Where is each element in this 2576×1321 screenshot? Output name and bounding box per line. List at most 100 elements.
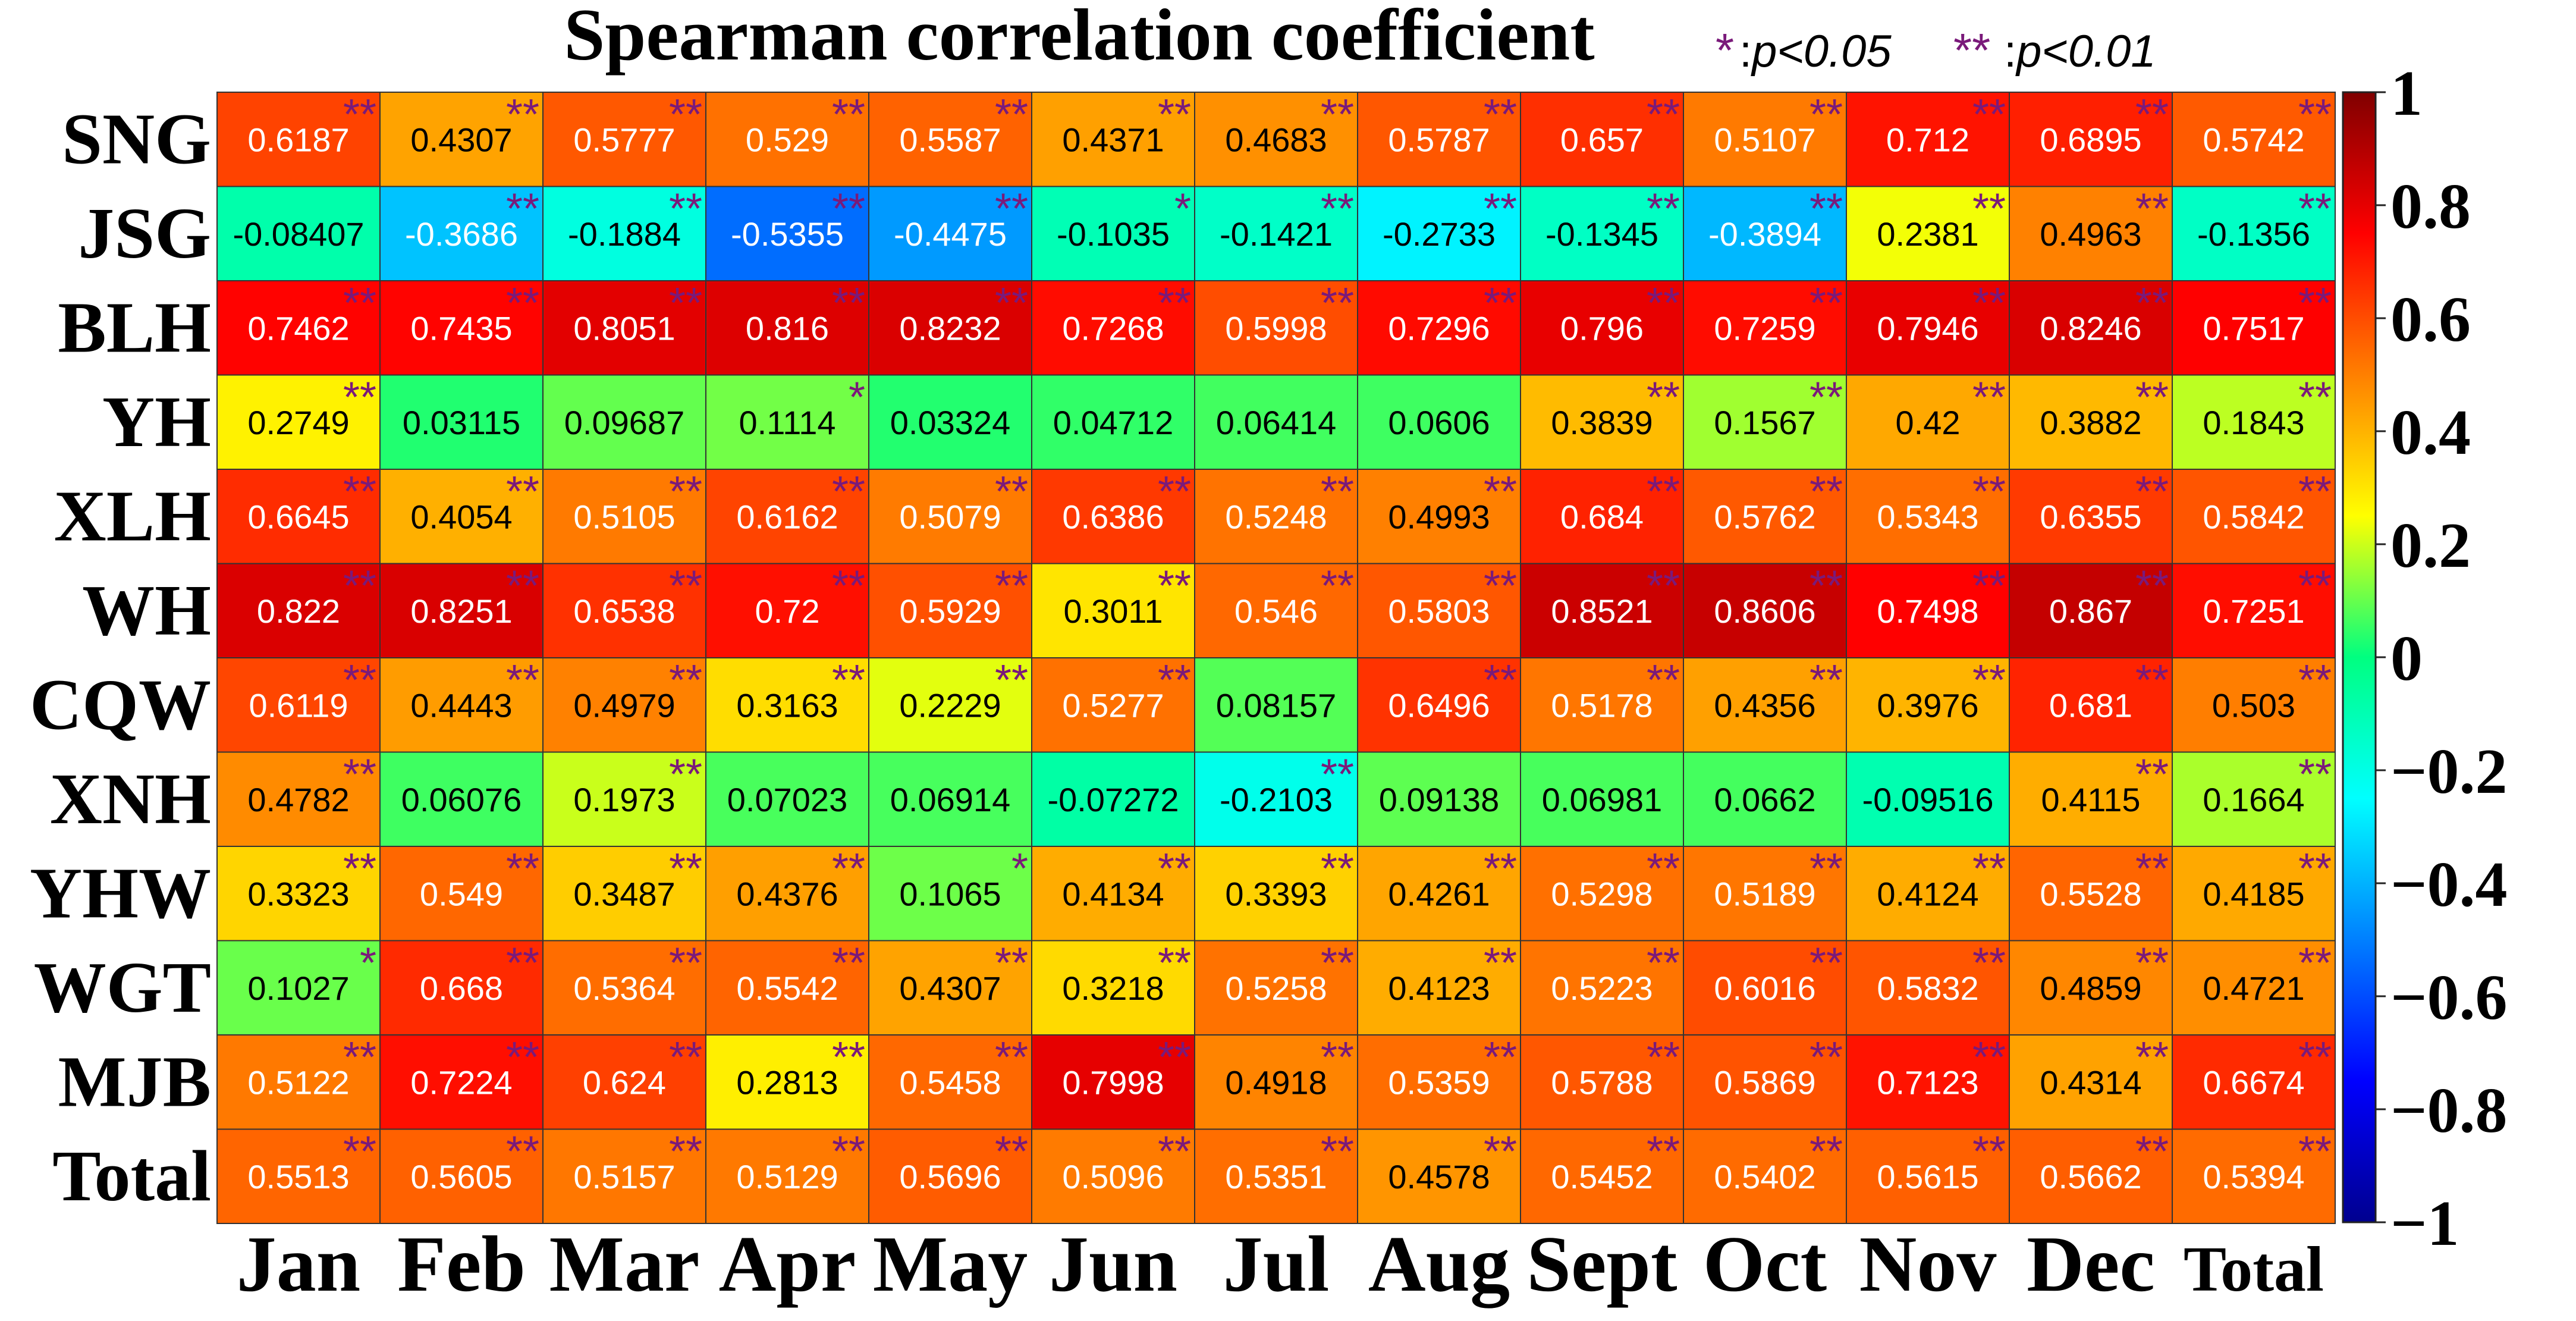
cell-value: 0.5277 [1062,686,1164,724]
cell-value: 0.8251 [410,592,512,630]
heatmap-cell [379,1128,544,1224]
significance-marker: ** [2135,563,2169,610]
significance-marker: ** [1484,940,1517,987]
significance-marker: ** [1321,280,1354,327]
row-label: XNH [50,759,211,839]
cell-value: 0.4314 [2040,1063,2141,1101]
significance-marker: ** [669,1128,702,1176]
column-label: Oct [1703,1220,1827,1308]
cell-value: 0.7435 [410,309,512,347]
cell-value: 0.4443 [410,686,512,724]
significance-marker: * [1174,186,1191,233]
cell-value: 0.03115 [403,404,520,441]
significance-marker: ** [832,186,865,233]
legend-single-p: p<0.05 [1751,26,1892,77]
significance-marker: ** [2135,1034,2169,1081]
heatmap-cell [542,374,706,470]
colorbar-ticks: 1 0.8 0.6 0.4 0.2 0 −0.2 −0.4 −0.6 −0.8 −1 [2376,58,2508,1259]
significance-marker: ** [506,940,539,987]
column-label: Jun [1049,1220,1177,1308]
significance-marker: ** [2298,186,2332,233]
cell-value: 0.1027 [247,969,349,1007]
cell-value: 0.4054 [410,498,512,535]
significance-marker: ** [1484,280,1517,327]
heatmap-cell [542,563,706,658]
significance-marker: ** [506,468,539,516]
heatmap-cell [1683,186,1847,281]
cell-value: -0.1421 [1220,215,1333,253]
cell-value: 0.6538 [573,592,675,630]
cell-value: 0.2229 [899,686,1001,724]
row-label: CQW [30,664,211,745]
row-label: YHW [30,853,211,933]
heatmap-cell [1846,751,2010,847]
cell-value: 0.09138 [1379,781,1499,818]
legend-double-text: :p<0.01 [2004,26,2156,77]
cell-value: 0.529 [746,121,829,158]
heatmap-cell [2172,374,2336,470]
heatmap-cell [1846,1128,2010,1224]
significance-marker: ** [995,280,1028,327]
significance-marker: ** [1810,1128,1843,1176]
heatmap-cell [1683,846,1847,942]
heatmap-cell [2009,92,2173,187]
cell-value: 0.4261 [1388,875,1490,912]
heatmap-cell [705,374,869,470]
significance-marker: ** [1158,1034,1191,1081]
cell-value: 0.549 [420,875,503,912]
heatmap-cell [2009,186,2173,281]
cell-value: 0.5248 [1225,498,1327,535]
heatmap-cell [1031,657,1195,753]
column-label: Feb [397,1220,526,1308]
cell-value: 0.6386 [1062,498,1164,535]
heatmap-cell [1520,374,1684,470]
cell-value: 0.5998 [1225,309,1327,347]
heatmap-cell [542,657,706,753]
heatmap-cell [542,280,706,376]
heatmap-cell [216,846,381,942]
cell-value: 0.6674 [2203,1063,2304,1101]
significance-marker: * [1011,845,1028,893]
significance-marker: ** [1972,1034,2006,1081]
significance-marker: ** [1647,280,1680,327]
heatmap-cell [542,846,706,942]
heatmap-cell [2172,469,2336,564]
heatmap-cell [1194,186,1358,281]
heatmap-cell [1683,1128,1847,1224]
cell-value: 0.5542 [736,969,838,1007]
heatmap-cell [868,940,1032,1036]
heatmap-cell [2172,92,2336,187]
heatmap-cell [2009,374,2173,470]
significance-marker: ** [2298,374,2332,422]
significance-marker: ** [343,657,376,704]
cell-value: -0.2103 [1220,781,1333,818]
significance-marker: ** [1158,1128,1191,1176]
heatmap-cell [2172,657,2336,753]
cell-value: 0.5258 [1225,969,1327,1007]
significance-marker: ** [343,751,376,799]
cell-value: 0.4115 [2041,781,2140,818]
cell-value: 0.7998 [1062,1063,1164,1101]
heatmap-cell [216,92,381,187]
cell-value: -0.5355 [731,215,844,253]
significance-marker: ** [343,280,376,327]
cell-value: 0.7251 [2203,592,2304,630]
column-label: Mar [549,1220,700,1308]
significance-marker: ** [506,845,539,893]
row-label: XLH [54,476,211,556]
significance-marker: ** [2298,751,2332,799]
cell-value: 0.1114 [739,404,836,441]
significance-marker: ** [995,1034,1028,1081]
row-label: BLH [58,287,211,368]
cell-value: 0.5178 [1551,686,1653,724]
heatmap-cell [1683,563,1847,658]
cell-value: 0.5129 [736,1158,838,1196]
column-label: Nov [1859,1220,1997,1308]
heatmap-cell [379,563,544,658]
cell-value: 0.2813 [736,1063,838,1101]
significance-marker: ** [343,845,376,893]
column-label: May [873,1220,1028,1308]
cell-value: 0.08157 [1216,686,1336,724]
significance-marker: ** [1972,374,2006,422]
heatmap-cell [379,1034,544,1130]
